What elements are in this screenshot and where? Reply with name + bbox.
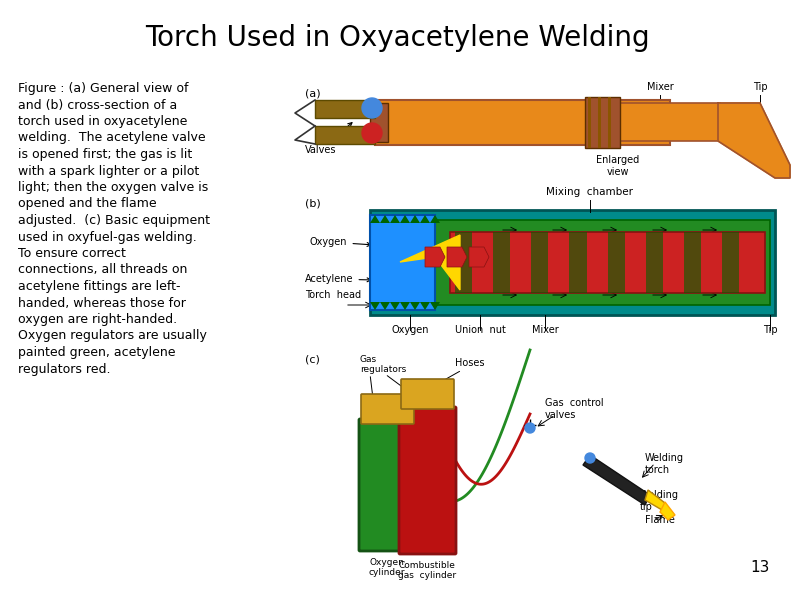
Polygon shape	[420, 215, 430, 223]
Text: Mixer: Mixer	[532, 325, 558, 335]
Text: Oxygen: Oxygen	[391, 325, 429, 335]
Polygon shape	[430, 215, 440, 223]
Text: Enlarged: Enlarged	[596, 155, 640, 165]
Text: (b): (b)	[305, 198, 321, 208]
Bar	[370, 215, 435, 310]
Text: Torch  head: Torch head	[305, 290, 361, 300]
Text: Tip: Tip	[763, 325, 777, 335]
Polygon shape	[660, 502, 675, 520]
Circle shape	[362, 123, 382, 143]
Text: Gas
regulators: Gas regulators	[360, 355, 407, 374]
Polygon shape	[645, 490, 665, 510]
Polygon shape	[583, 455, 650, 505]
Bar	[455, 232, 472, 293]
FancyBboxPatch shape	[359, 419, 416, 551]
Bar	[315, 100, 375, 118]
Bar	[370, 103, 388, 142]
Polygon shape	[370, 215, 380, 223]
Circle shape	[362, 98, 382, 118]
FancyBboxPatch shape	[361, 394, 414, 424]
Polygon shape	[469, 247, 489, 267]
Polygon shape	[380, 215, 390, 223]
Text: view: view	[607, 167, 630, 177]
Polygon shape	[370, 302, 380, 310]
Polygon shape	[400, 235, 460, 290]
Text: (c): (c)	[305, 355, 320, 365]
Polygon shape	[410, 215, 420, 223]
Bar	[620, 103, 720, 141]
Text: (a): (a)	[305, 88, 321, 98]
Circle shape	[585, 453, 595, 463]
Text: Union  nut: Union nut	[454, 325, 506, 335]
Bar	[493, 232, 511, 293]
Polygon shape	[400, 215, 410, 223]
FancyBboxPatch shape	[401, 379, 454, 409]
Text: Acetylene: Acetylene	[305, 274, 371, 284]
Text: Torch Used in Oxyacetylene Welding: Torch Used in Oxyacetylene Welding	[145, 24, 649, 52]
Polygon shape	[390, 215, 400, 223]
Bar	[598, 97, 601, 148]
Bar	[607, 232, 625, 293]
Text: Flame: Flame	[645, 515, 675, 525]
FancyBboxPatch shape	[399, 407, 456, 554]
Polygon shape	[390, 302, 400, 310]
Text: Oxygen
cylinder: Oxygen cylinder	[368, 558, 405, 577]
Text: Combustible
gas  cylinder: Combustible gas cylinder	[398, 561, 456, 580]
Polygon shape	[447, 247, 467, 267]
Polygon shape	[718, 103, 790, 178]
Bar	[569, 232, 587, 293]
Text: Welding
torch: Welding torch	[645, 453, 684, 475]
Bar	[684, 232, 701, 293]
Polygon shape	[410, 302, 420, 310]
Text: Oxygen: Oxygen	[310, 237, 371, 247]
Bar	[450, 232, 765, 293]
Polygon shape	[420, 302, 430, 310]
Text: Mixing  chamber: Mixing chamber	[546, 187, 634, 197]
Text: 13: 13	[750, 560, 770, 575]
Polygon shape	[400, 302, 410, 310]
Bar	[315, 126, 375, 144]
Polygon shape	[430, 302, 440, 310]
Bar	[646, 232, 663, 293]
Circle shape	[525, 423, 535, 433]
Text: Gas  control
valves: Gas control valves	[545, 398, 603, 419]
Bar	[531, 232, 549, 293]
Text: Welding
tip: Welding tip	[640, 490, 679, 512]
Bar	[375, 100, 670, 145]
Bar	[375, 220, 770, 305]
Polygon shape	[380, 302, 390, 310]
Polygon shape	[425, 247, 445, 267]
Text: Valves: Valves	[305, 123, 352, 155]
Text: Hoses: Hoses	[455, 358, 484, 368]
Bar	[370, 210, 775, 315]
Bar	[608, 97, 611, 148]
Text: Mixer: Mixer	[646, 82, 673, 92]
Bar	[585, 97, 620, 148]
Text: Tip: Tip	[753, 82, 767, 92]
Bar	[588, 97, 591, 148]
Bar	[722, 232, 739, 293]
Text: Figure : (a) General view of
and (b) cross-section of a
torch used in oxyacetyle: Figure : (a) General view of and (b) cro…	[18, 82, 210, 375]
